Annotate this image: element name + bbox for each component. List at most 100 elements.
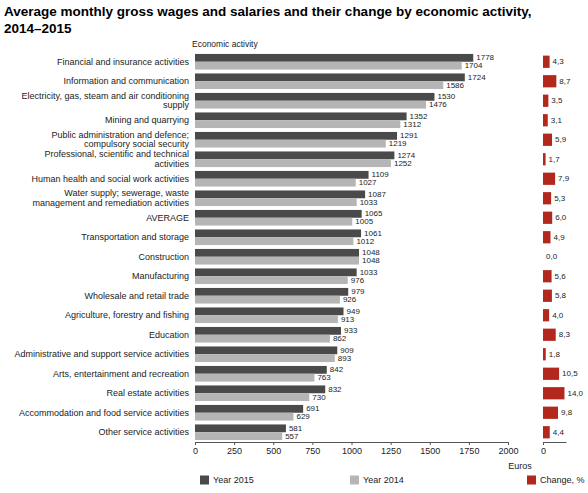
data-label: 4,3 xyxy=(553,57,565,66)
bar xyxy=(195,198,357,206)
data-label: 4,4 xyxy=(553,428,565,437)
bar xyxy=(543,56,550,68)
data-label: 3,1 xyxy=(551,116,563,125)
data-label: 1048 xyxy=(362,256,380,265)
x-tick-mark xyxy=(352,442,353,445)
bar xyxy=(195,54,473,62)
data-label: 8,3 xyxy=(559,330,571,339)
data-label: 926 xyxy=(343,295,357,304)
data-label: 9,8 xyxy=(561,408,573,417)
category-label: Other service activities xyxy=(98,427,189,437)
bar xyxy=(195,276,348,284)
data-label: 1,8 xyxy=(549,350,561,359)
bar xyxy=(195,424,286,432)
data-label: 1724 xyxy=(468,73,486,82)
data-label: 5,3 xyxy=(554,194,566,203)
bar xyxy=(543,251,544,263)
bar xyxy=(195,132,397,140)
chart-panel: 4,38,73,53,15,91,77,95,36,04,90,05,65,84… xyxy=(527,56,585,485)
bar xyxy=(543,387,564,399)
bar xyxy=(543,95,548,107)
bar xyxy=(195,112,407,120)
data-label: 1,7 xyxy=(549,155,561,164)
x-tick-mark xyxy=(273,442,274,445)
data-label: 1012 xyxy=(356,237,374,246)
data-label: 5,8 xyxy=(555,291,567,300)
bar xyxy=(195,237,353,245)
data-label: 862 xyxy=(333,334,347,343)
bar xyxy=(195,73,465,81)
category-label: Public administration and defence;compul… xyxy=(51,130,189,149)
x-tick: 1750 xyxy=(459,442,479,456)
bar xyxy=(195,93,434,101)
bar xyxy=(195,140,386,148)
bar xyxy=(543,309,549,321)
data-label: 832 xyxy=(328,385,342,394)
data-label: 1219 xyxy=(389,139,407,148)
bar xyxy=(543,270,552,282)
y-tick: Administrative and support service activ… xyxy=(14,349,189,359)
data-label: 6,0 xyxy=(555,213,567,222)
bar xyxy=(195,159,391,167)
bar xyxy=(195,432,282,440)
x-tick: 0 xyxy=(193,442,198,456)
x-tick: 2000 xyxy=(498,442,518,456)
data-label: 1005 xyxy=(355,217,373,226)
y-tick: Financial and insurance activities xyxy=(57,57,190,67)
bar xyxy=(543,75,556,87)
y-tick: Education xyxy=(149,330,189,340)
bar xyxy=(195,268,357,276)
data-label: 629 xyxy=(296,412,310,421)
bars xyxy=(195,54,473,440)
data-labels: 1778172415301352129112741109108710651061… xyxy=(285,53,494,440)
bar xyxy=(195,413,293,421)
bar xyxy=(195,257,359,265)
category-label: Mining and quarrying xyxy=(105,115,189,125)
bar xyxy=(195,190,365,198)
y-tick: Transportation and storage xyxy=(81,232,189,242)
x-axis-title: Euros xyxy=(508,461,532,471)
x-tick-label: 1250 xyxy=(381,446,401,456)
bar xyxy=(195,346,337,354)
category-label: Agriculture, forestry and fishing xyxy=(65,310,189,320)
x-tick: 0 xyxy=(541,442,546,456)
data-label: 0,0 xyxy=(546,252,558,261)
y-tick: Human health and social work activities xyxy=(31,174,189,184)
bar xyxy=(195,151,394,159)
category-label: Professional, scientific and technicalac… xyxy=(44,149,189,168)
data-label: 5,6 xyxy=(555,272,567,281)
y-tick: Manufacturing xyxy=(132,271,189,281)
x-axis: 0 xyxy=(541,442,567,456)
x-tick-label: 250 xyxy=(227,446,242,456)
bar xyxy=(195,218,352,226)
category-label: Transportation and storage xyxy=(81,232,189,242)
x-tick-mark xyxy=(543,442,544,445)
data-label: 1033 xyxy=(360,198,378,207)
y-tick: Electricity, gas, steam and air conditio… xyxy=(22,91,190,110)
category-label: Information and communication xyxy=(63,76,189,86)
data-label: 10,5 xyxy=(562,369,578,378)
data-label: 1704 xyxy=(465,61,483,70)
x-tick-mark xyxy=(391,442,392,445)
y-tick: Arts, entertainment and recreation xyxy=(53,369,189,379)
data-label: 976 xyxy=(351,276,365,285)
legend-label: Year 2014 xyxy=(363,475,404,485)
category-label: Manufacturing xyxy=(132,271,189,281)
data-label: 893 xyxy=(338,354,352,363)
bar xyxy=(195,393,309,401)
bar xyxy=(195,327,341,335)
x-tick: 500 xyxy=(266,442,281,456)
y-tick: Real estate activities xyxy=(106,388,189,398)
data-label: 5,9 xyxy=(555,135,567,144)
category-label: Accommodation and food service activitie… xyxy=(19,408,190,418)
chart-panel: Average monthly gross wages and salaries… xyxy=(4,4,532,485)
bar xyxy=(195,210,362,218)
bar xyxy=(195,81,443,89)
bar xyxy=(195,374,314,382)
bar xyxy=(543,329,556,341)
bar xyxy=(195,354,335,362)
x-axis: 025050075010001250150017502000 xyxy=(193,442,519,456)
data-label: 3,5 xyxy=(551,96,563,105)
bar xyxy=(543,231,551,243)
x-tick: 1000 xyxy=(342,442,362,456)
